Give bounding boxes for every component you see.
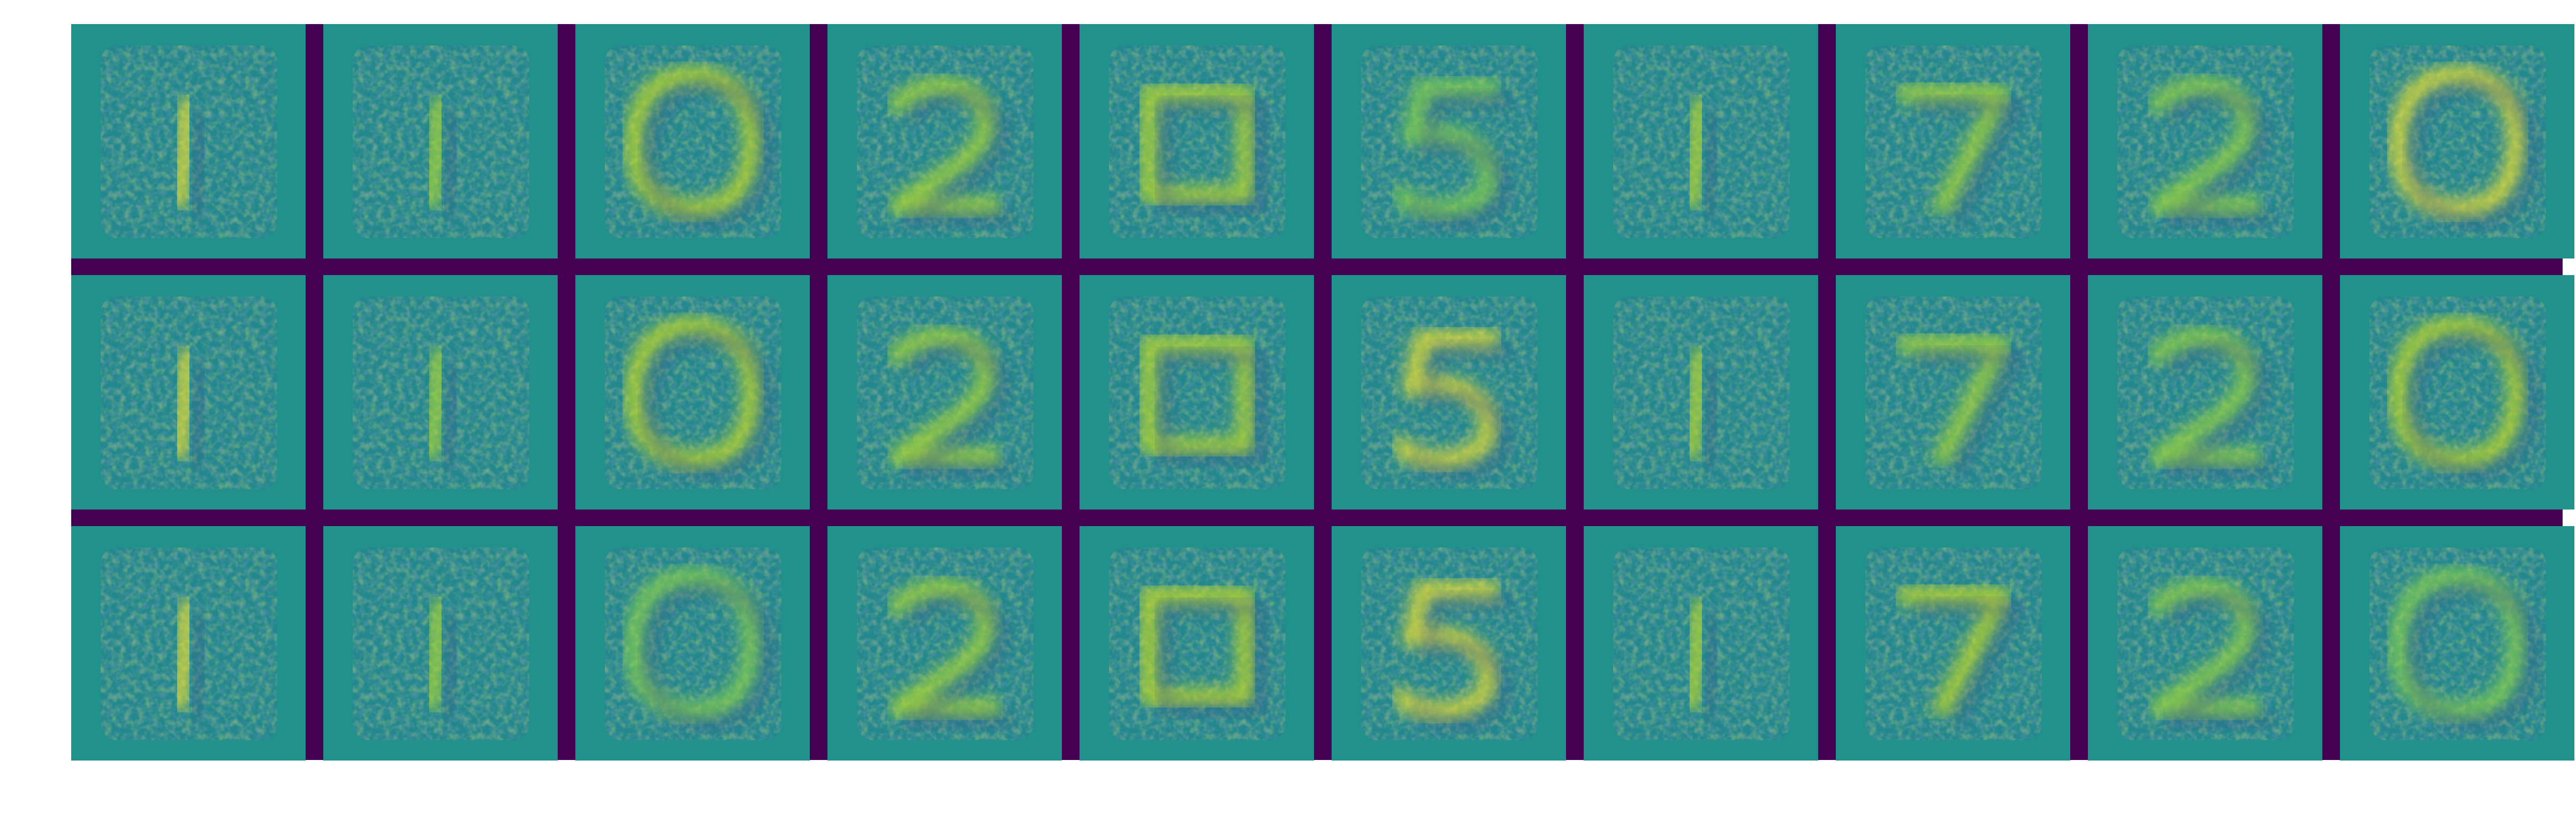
tile-r3-c7 <box>1584 526 1818 761</box>
tiles-layer <box>71 24 2574 761</box>
tile-r3-c5 <box>1080 526 1314 761</box>
tile-r1-c4 <box>827 24 1062 259</box>
tile-r2-c1 <box>71 275 306 510</box>
tile-r3-c6 <box>1332 526 1566 761</box>
tile-r1-c7 <box>1584 24 1818 259</box>
tile-r2-c10 <box>2340 275 2574 510</box>
tile-r3-c4 <box>827 526 1062 761</box>
tile-r2-c3 <box>575 275 810 510</box>
tile-r2-c9 <box>2088 275 2322 510</box>
tile-r1-c5 <box>1080 24 1314 259</box>
tile-r2-c2 <box>323 275 558 510</box>
tile-r1-c1 <box>71 24 306 259</box>
tile-r1-c8 <box>1836 24 2070 259</box>
tile-r2-c5 <box>1080 275 1314 510</box>
tile-r2-c7 <box>1584 275 1818 510</box>
tile-r1-c9 <box>2088 24 2322 259</box>
tile-r3-c3 <box>575 526 810 761</box>
tile-r3-c8 <box>1836 526 2070 761</box>
tile-r3-c2 <box>323 526 558 761</box>
tile-r1-c10 <box>2340 24 2574 259</box>
tile-r1-c3 <box>575 24 810 259</box>
tile-r2-c4 <box>827 275 1062 510</box>
tile-r3-c1 <box>71 526 306 761</box>
tile-r3-c9 <box>2088 526 2322 761</box>
tile-r1-c2 <box>323 24 558 259</box>
tile-r1-c6 <box>1332 24 1566 259</box>
tile-r3-c10 <box>2340 526 2574 761</box>
tile-r2-c8 <box>1836 275 2070 510</box>
tile-r2-c6 <box>1332 275 1566 510</box>
